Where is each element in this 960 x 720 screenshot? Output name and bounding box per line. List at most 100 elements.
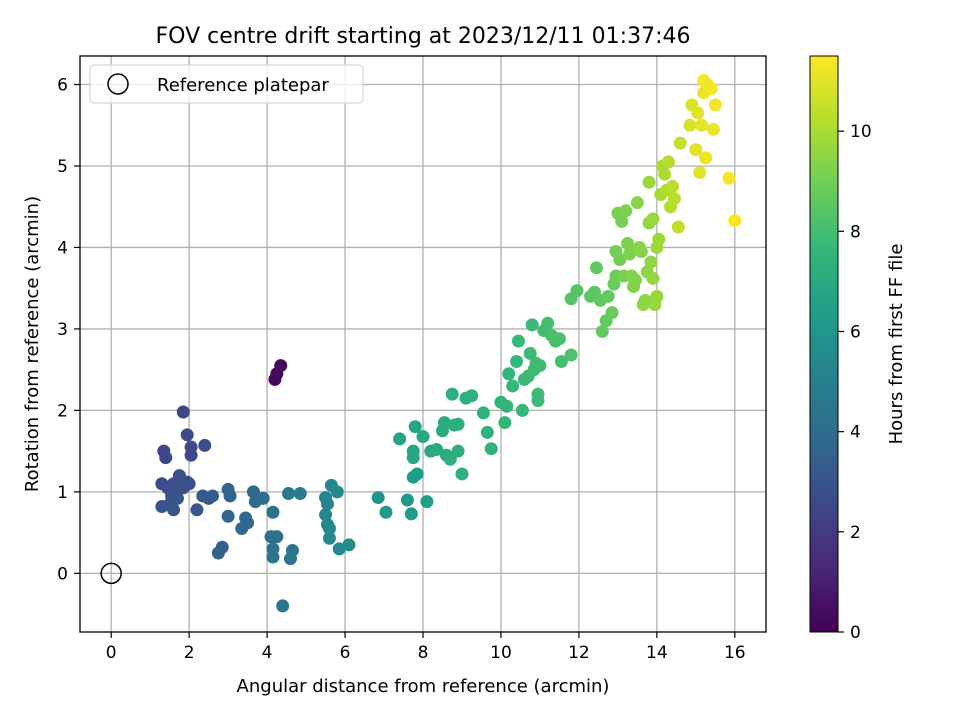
data-point <box>630 196 644 210</box>
y-tick-label: 0 <box>57 564 68 584</box>
data-point <box>274 359 288 373</box>
data-point <box>221 509 235 523</box>
data-point <box>393 432 407 446</box>
data-point <box>704 82 718 96</box>
data-point <box>285 544 299 558</box>
data-point <box>455 467 469 481</box>
data-point <box>465 389 479 403</box>
data-point <box>180 428 194 442</box>
data-point <box>671 220 685 234</box>
data-point <box>595 324 609 338</box>
x-tick-label: 14 <box>646 643 668 663</box>
data-point <box>215 540 229 554</box>
data-point <box>406 451 420 465</box>
data-point <box>589 261 603 275</box>
data-point <box>332 542 346 556</box>
data-point <box>695 118 709 132</box>
data-point <box>500 399 514 413</box>
data-point <box>506 379 520 393</box>
data-point <box>658 167 672 181</box>
data-point <box>498 416 512 430</box>
y-tick-label: 5 <box>57 157 68 177</box>
data-point <box>420 495 434 509</box>
data-point <box>525 318 539 332</box>
data-point <box>693 166 707 180</box>
x-tick-label: 0 <box>106 643 117 663</box>
data-point <box>184 448 198 462</box>
data-point <box>605 306 619 320</box>
colorbar-label: Hours from first FF file <box>886 244 907 445</box>
data-point <box>266 550 280 564</box>
data-point <box>182 477 196 491</box>
data-point <box>282 486 296 500</box>
data-point <box>371 491 385 505</box>
scatter-points <box>155 73 742 613</box>
chart-title: FOV centre drift starting at 2023/12/11 … <box>156 24 691 49</box>
data-point <box>451 444 465 458</box>
data-point <box>322 522 336 536</box>
data-point <box>652 232 666 246</box>
legend-entry-reference-platepar: Reference platepar <box>157 75 329 96</box>
data-point <box>564 348 578 362</box>
data-point <box>266 505 280 519</box>
data-point <box>159 451 173 465</box>
data-point <box>176 405 190 419</box>
x-tick-label: 2 <box>184 643 195 663</box>
data-point <box>445 387 459 401</box>
colorbar-tick-label: 8 <box>850 222 861 242</box>
x-tick-label: 6 <box>340 643 351 663</box>
colorbar-tick-label: 2 <box>850 523 861 543</box>
data-point <box>722 171 736 185</box>
data-point <box>319 508 333 522</box>
colorbar-tick-label: 10 <box>850 122 872 142</box>
x-tick-label: 8 <box>418 643 429 663</box>
data-point <box>198 438 212 452</box>
data-point <box>628 273 642 287</box>
y-axis-ticks: 0 1 2 3 4 5 6 <box>57 76 80 584</box>
data-point <box>235 522 249 536</box>
data-point <box>476 406 490 420</box>
data-point <box>270 530 284 544</box>
data-point <box>644 255 658 269</box>
x-tick-label: 16 <box>724 643 746 663</box>
y-tick-label: 2 <box>57 401 68 421</box>
data-point <box>601 289 615 303</box>
data-point <box>322 531 336 545</box>
data-point <box>533 359 547 373</box>
data-point <box>330 485 344 499</box>
y-tick-label: 6 <box>57 76 68 96</box>
data-point <box>613 253 627 267</box>
data-point <box>541 316 555 330</box>
data-point <box>410 467 424 481</box>
data-point <box>691 106 705 120</box>
data-point <box>699 151 713 165</box>
data-point <box>416 429 430 443</box>
data-point <box>728 214 742 228</box>
data-point <box>276 599 290 613</box>
x-tick-label: 10 <box>490 643 512 663</box>
data-point <box>430 443 444 457</box>
reference-point-marker <box>100 562 122 585</box>
colorbar <box>809 55 839 633</box>
data-point <box>484 442 498 456</box>
data-point <box>646 212 660 226</box>
data-point <box>408 420 422 434</box>
data-point <box>615 214 629 228</box>
data-point <box>480 425 494 439</box>
data-point <box>404 507 418 521</box>
data-point <box>689 143 703 157</box>
data-point <box>554 355 568 369</box>
data-point <box>708 98 722 112</box>
data-point <box>531 394 545 408</box>
data-point <box>379 505 393 519</box>
data-point <box>673 136 687 150</box>
data-point <box>638 293 652 307</box>
data-point <box>667 192 681 206</box>
data-point <box>623 247 637 261</box>
data-point <box>646 271 660 285</box>
colorbar-tick-label: 4 <box>850 423 861 443</box>
y-tick-label: 1 <box>57 483 68 503</box>
colorbar-tick-label: 6 <box>850 322 861 342</box>
x-tick-label: 12 <box>568 643 590 663</box>
data-point <box>256 491 270 505</box>
